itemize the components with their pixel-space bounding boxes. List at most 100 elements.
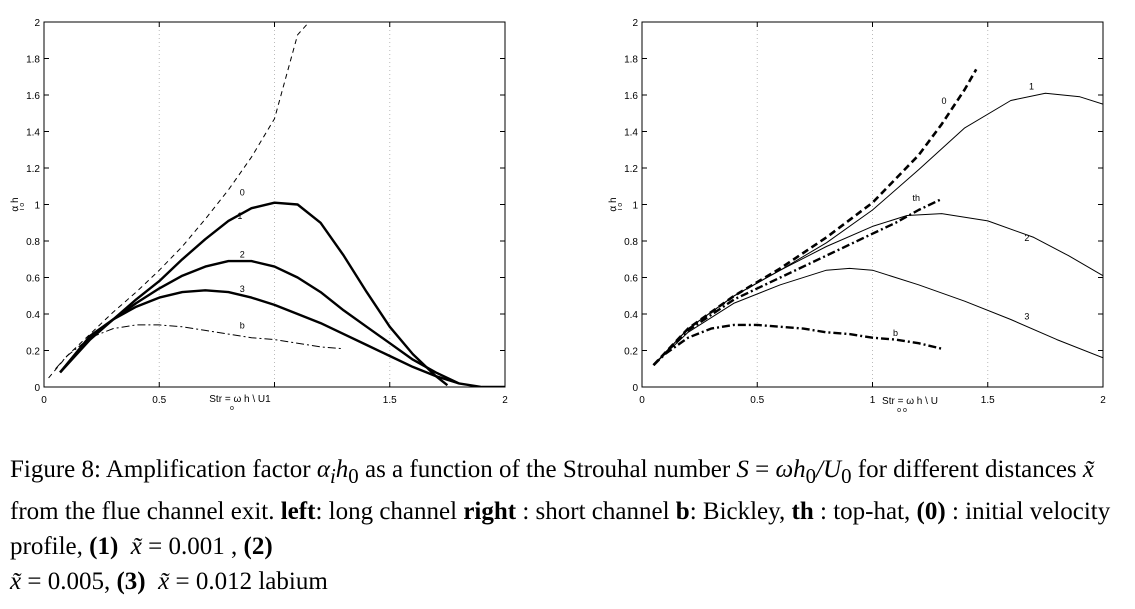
right-series-th: [652, 197, 943, 366]
left-series-1: [59, 201, 449, 387]
caption-left-bold: left: [280, 498, 316, 525]
left-chart-panel: 0 0.5 1.5 2 0 0.2 0.4 0.6 0.8 1 1.2 1.4 1.6 1.8 2 Str =…: [0, 0, 560, 430]
left-series-0: [48, 22, 316, 379]
figure-caption: Figure 8: Amplification factor αih0 as a…: [10, 452, 1128, 599]
left-ytick-label: 0.6: [26, 274, 40, 285]
left-xaxis-label: Str = ω h \ U1: [209, 394, 271, 405]
right-series-label-1: 1: [1029, 82, 1034, 92]
right-ytick-label: 1.4: [624, 128, 638, 139]
left-series-label-2: 2: [240, 249, 245, 259]
right-ytick-label: 0: [632, 383, 638, 394]
right-ytick-label: 0.8: [624, 237, 638, 248]
left-xtick-label: 0.5: [152, 395, 166, 406]
caption-figure-label: Figure 8:: [10, 456, 101, 483]
right-xaxis-label: Str = ω h \ U: [882, 396, 938, 407]
caption-h2: h: [793, 456, 806, 483]
left-ytick-label: 1.2: [26, 164, 40, 175]
left-yaxis-label-sub: i o: [19, 203, 26, 211]
caption-eq3: = 0.012 labium: [169, 568, 328, 595]
left-ytick-label: 0: [34, 383, 40, 394]
right-ytick-label: 0.4: [624, 310, 638, 321]
caption-text: : long channel: [315, 498, 464, 525]
right-series-label-3: 3: [1024, 311, 1029, 321]
left-series-3: [59, 289, 505, 387]
right-chart: 0 0.5 1 1.5 2 0 0.2 0.4 0.6 0.8 1 1.2 1.4 1.6 1.8 2 Str …: [608, 18, 1106, 414]
right-ytick-label: 1.2: [624, 164, 638, 175]
left-series-label-b: b: [240, 321, 245, 331]
caption-h: h: [335, 456, 349, 483]
caption-u-sub: 0: [841, 464, 852, 488]
left-ytick-label: 2: [34, 18, 40, 29]
caption-b-bold: b: [675, 498, 690, 525]
right-xtick-label: 0: [639, 395, 645, 406]
right-series-1: [653, 92, 1103, 366]
left-ytick-label: 1.4: [26, 128, 40, 139]
right-chart-panel: 0 0.5 1 1.5 2 0 0.2 0.4 0.6 0.8 1 1.2 1.4 1.6 1.8 2 Str …: [570, 0, 1130, 430]
caption-alpha: α: [316, 456, 330, 483]
right-ytick-label: 1.8: [624, 55, 638, 66]
left-xtick-label: 0: [41, 395, 47, 406]
caption-text: ,: [231, 533, 244, 560]
right-xtick-label: 1: [870, 395, 876, 406]
caption-u: /U: [816, 456, 842, 483]
right-series-label-th: th: [913, 193, 921, 203]
caption-zero-bold: (0): [916, 498, 946, 525]
caption-th-bold: th: [791, 498, 814, 525]
right-series-b: [652, 323, 942, 366]
left-chart: 0 0.5 1.5 2 0 0.2 0.4 0.6 0.8 1 1.2 1.4 1.6 1.8 2 Str =…: [10, 18, 508, 412]
caption-two-bold: (2): [243, 533, 273, 560]
right-xaxis-label-sub: o o: [897, 407, 907, 414]
right-ytick-label: 1: [632, 201, 638, 212]
caption-text: : Bickley,: [689, 498, 792, 525]
caption-h2-sub: 0: [805, 464, 817, 488]
right-xtick-label: 0.5: [750, 395, 764, 406]
right-ytick-label: 1.6: [624, 91, 638, 102]
right-series-3: [653, 267, 1103, 366]
caption-xtilde: x̃: [1082, 456, 1095, 483]
right-ytick-label: 0.6: [624, 274, 638, 285]
caption-text: Amplification factor: [100, 456, 317, 483]
left-ytick-label: 0.4: [26, 310, 40, 321]
left-xtick-label: 1.5: [383, 395, 397, 406]
right-yaxis-label: α h: [608, 197, 619, 211]
caption-text: from the flue channel exit.: [10, 498, 281, 525]
left-ytick-label: 0.2: [26, 347, 40, 358]
left-plot-frame: [43, 21, 506, 388]
caption-x1: x̃: [130, 533, 142, 560]
caption-text: : short channel: [516, 498, 676, 525]
caption-h-sub: 0: [348, 464, 359, 488]
caption-text: for different distances: [851, 456, 1083, 483]
caption-one-bold: (1): [89, 533, 119, 560]
left-ytick-label: 1: [34, 201, 40, 212]
left-series-label-0: 0: [240, 187, 245, 197]
right-xtick-label: 1.5: [981, 395, 995, 406]
caption-x3: x̃: [158, 568, 170, 595]
left-series-label-3: 3: [240, 284, 245, 294]
right-xtick-label: 2: [1100, 395, 1106, 406]
right-series-label-2: 2: [1024, 233, 1029, 243]
left-ytick-label: 1.8: [26, 55, 40, 66]
caption-eq2: = 0.005,: [21, 568, 111, 595]
caption-text: : initial velocity profile,: [10, 498, 1111, 560]
left-ytick-label: 0.8: [26, 237, 40, 248]
right-ytick-label: 2: [632, 18, 638, 29]
caption-eq1: = 0.001: [141, 533, 232, 560]
left-ytick-label: 1.6: [26, 91, 40, 102]
right-yaxis-label-sub: i o: [617, 203, 624, 211]
caption-omega: ω: [775, 456, 794, 483]
caption-three-bold: (3): [116, 568, 146, 595]
right-series-label-0: 0: [941, 96, 946, 106]
left-series-label-1: 1: [237, 211, 242, 221]
caption-s: S: [736, 456, 749, 483]
left-series-2: [59, 259, 460, 385]
caption-text: : top-hat,: [813, 498, 917, 525]
right-series-label-b: b: [893, 328, 898, 338]
caption-text: as a function of the Strouhal number: [358, 456, 737, 483]
left-xaxis-label-sub: o: [230, 405, 234, 412]
caption-alpha-sub: i: [330, 464, 336, 488]
left-yaxis-label: α h: [10, 197, 21, 211]
left-series-b: [55, 324, 344, 370]
left-xtick-label: 2: [502, 395, 508, 406]
caption-eq: =: [748, 456, 776, 483]
right-series-2: [653, 213, 1103, 366]
